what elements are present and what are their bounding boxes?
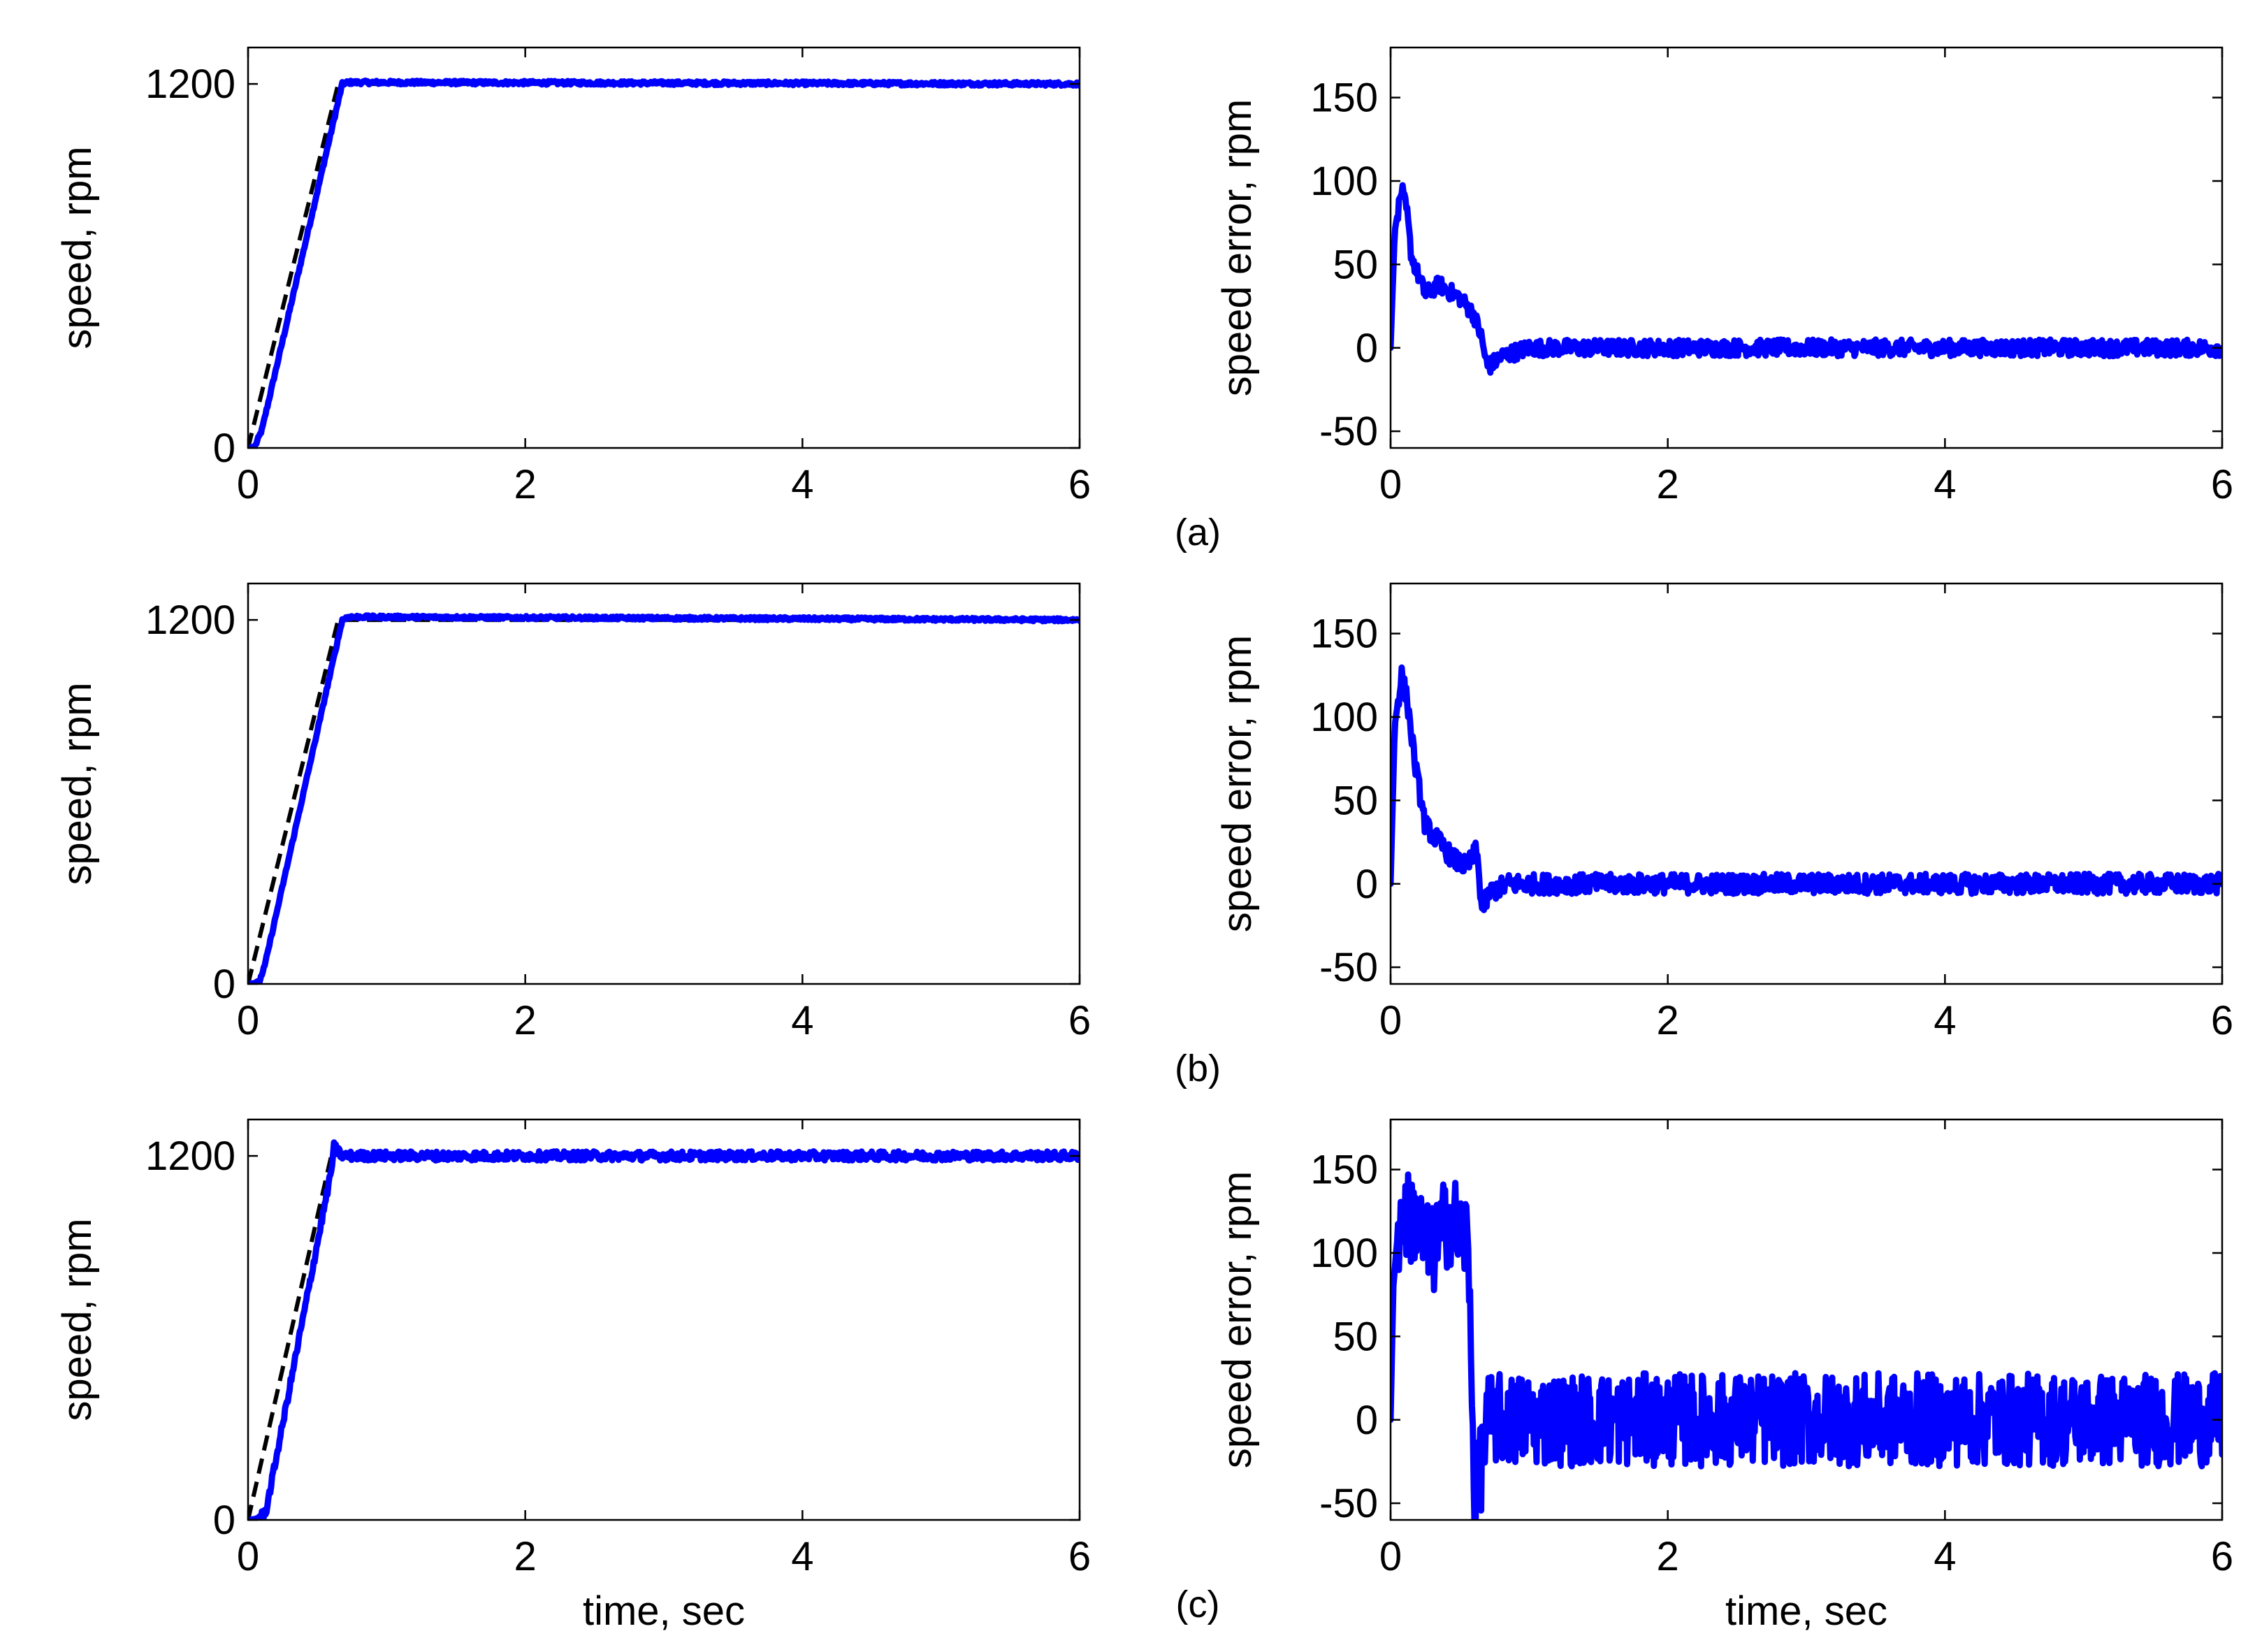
- y-tick-label: -50: [1319, 409, 1378, 454]
- plot-area: [1391, 182, 2222, 376]
- x-tick-label: 2: [1657, 462, 1679, 507]
- y-tick-label: 0: [213, 426, 235, 471]
- y-tick-label: 1200: [145, 1133, 235, 1179]
- plot-area: [248, 612, 1080, 984]
- x-tick-label: 4: [1934, 462, 1956, 507]
- axes-frame: [1389, 582, 2224, 985]
- axes-frame: [247, 46, 1081, 449]
- x-tick-label: 6: [1068, 998, 1091, 1043]
- y-axis-label: speed, rpm: [55, 146, 100, 349]
- y-tick-label: 0: [213, 962, 235, 1007]
- x-tick-label: 4: [791, 1534, 813, 1579]
- x-tick-label: 2: [1657, 1534, 1679, 1579]
- y-tick-label: 1200: [145, 61, 235, 107]
- y-tick-label: 100: [1310, 159, 1378, 204]
- y-tick-label: 1200: [145, 597, 235, 643]
- axes-frame: [247, 582, 1081, 985]
- x-tick-label: 2: [514, 998, 537, 1043]
- x-tick-label: 6: [2211, 1534, 2233, 1579]
- y-axis-label: speed, rpm: [55, 682, 100, 885]
- x-axis-label: time, sec: [1725, 1588, 1887, 1634]
- plot-area: [248, 1139, 1080, 1520]
- plot-area: [1391, 664, 2222, 913]
- axes-frame: [247, 1118, 1081, 1521]
- x-tick-label: 0: [237, 462, 259, 507]
- y-tick-label: 0: [1356, 326, 1378, 371]
- axes-frame: [1389, 46, 2224, 449]
- measured-speed-line: [248, 612, 1080, 984]
- speed-error-line: [1391, 1171, 2222, 1520]
- x-tick-label: 6: [2211, 462, 2233, 507]
- speed-error-line: [1391, 664, 2222, 913]
- chart-b-speed: 0 2 4 6 0 1200 speed, rpm: [55, 582, 1091, 1043]
- x-axis-label: time, sec: [583, 1588, 745, 1634]
- y-tick-label: 100: [1310, 1231, 1378, 1276]
- y-tick-label: 150: [1310, 1147, 1378, 1193]
- axes-frame: [1389, 1118, 2224, 1521]
- x-tick-label: 0: [1379, 998, 1402, 1043]
- speed-error-line: [1391, 182, 2222, 376]
- measured-speed-line: [248, 77, 1080, 448]
- reference-speed-line: [248, 1154, 1080, 1520]
- x-tick-label: 0: [237, 998, 259, 1043]
- x-tick-label: 0: [1379, 462, 1402, 507]
- y-tick-label: -50: [1319, 1481, 1378, 1526]
- y-axis-label: speed error, rpm: [1214, 99, 1260, 397]
- chart-c-speed: 0 2 4 6 0 1200 speed, rpm time, sec: [55, 1118, 1091, 1634]
- y-tick-label: 0: [1356, 862, 1378, 907]
- y-tick-label: 50: [1333, 778, 1378, 823]
- y-tick-label: -50: [1319, 945, 1378, 990]
- x-tick-label: 0: [1379, 1534, 1402, 1579]
- y-axis-label: speed error, rpm: [1214, 635, 1260, 933]
- x-tick-label: 2: [514, 462, 537, 507]
- panel-label-c: (c): [1176, 1584, 1220, 1625]
- y-tick-label: 0: [213, 1498, 235, 1543]
- plot-area: [1391, 1171, 2222, 1520]
- y-tick-label: 50: [1333, 1314, 1378, 1359]
- x-tick-label: 6: [1068, 462, 1091, 507]
- panel-label-a: (a): [1175, 512, 1221, 553]
- y-axis-label: speed, rpm: [55, 1218, 100, 1421]
- y-tick-label: 0: [1356, 1398, 1378, 1443]
- x-tick-label: 4: [1934, 998, 1956, 1043]
- measured-speed-line: [248, 1139, 1080, 1520]
- y-tick-label: 150: [1310, 75, 1378, 121]
- y-tick-label: 50: [1333, 242, 1378, 287]
- x-tick-label: 4: [791, 998, 813, 1043]
- x-tick-label: 2: [1657, 998, 1679, 1043]
- chart-a-speed: 0 2 4 6 0 1200 speed, rpm: [55, 46, 1091, 507]
- y-tick-label: 150: [1310, 611, 1378, 657]
- x-tick-label: 0: [237, 1534, 259, 1579]
- x-tick-label: 4: [1934, 1534, 1956, 1579]
- x-tick-label: 6: [2211, 998, 2233, 1043]
- plot-area: [248, 77, 1080, 448]
- panel-label-b: (b): [1175, 1048, 1221, 1089]
- y-tick-label: 100: [1310, 695, 1378, 740]
- y-axis-label: speed error, rpm: [1214, 1171, 1260, 1469]
- x-tick-label: 4: [791, 462, 813, 507]
- x-tick-label: 2: [514, 1534, 537, 1579]
- x-tick-label: 6: [1068, 1534, 1091, 1579]
